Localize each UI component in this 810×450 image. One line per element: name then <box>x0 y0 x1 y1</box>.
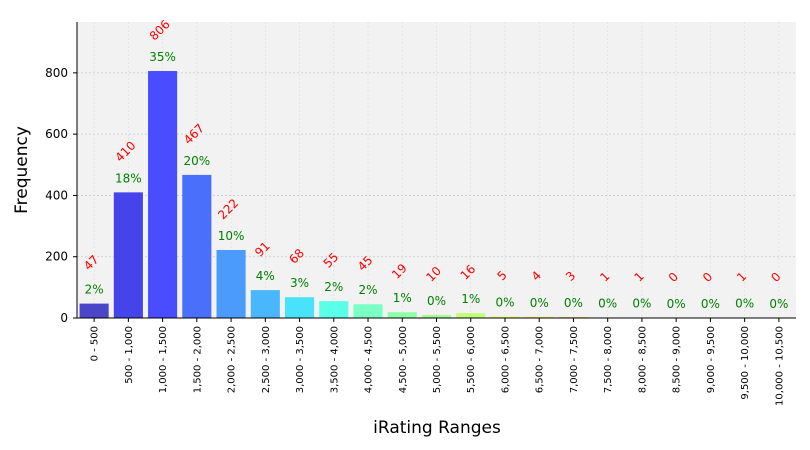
x-tick-label: 1,000 - 1,500 <box>158 326 169 393</box>
bar <box>113 192 143 318</box>
percent-label: 0% <box>701 297 720 311</box>
percent-label: 1% <box>393 291 412 305</box>
x-tick-label: 2,500 - 3,000 <box>261 326 272 393</box>
percent-labels: 2% 18% 35% 20% 10% 4% 3% 2% 2% 1% 0% 1% 0% 0% 0% 0% 0% 0%… <box>85 50 789 311</box>
percent-label: 4% <box>256 269 275 283</box>
bar <box>490 316 520 318</box>
percent-label: 2% <box>324 280 343 294</box>
percent-label: 18% <box>115 171 142 185</box>
percent-label: 0% <box>735 297 754 311</box>
x-tick-label: 6,500 - 7,000 <box>535 326 546 393</box>
y-axis-label: Frequency <box>12 126 32 214</box>
bar <box>250 290 280 318</box>
bar <box>148 71 178 318</box>
percent-label: 3% <box>290 276 309 290</box>
bar <box>387 312 417 318</box>
x-tick-label: 8,500 - 9,000 <box>672 326 683 393</box>
x-tick-label: 9,000 - 9,500 <box>706 326 717 393</box>
bar <box>456 313 486 318</box>
y-tick-label: 800 <box>45 66 68 80</box>
bar <box>421 314 452 318</box>
x-tick-label: 8,000 - 8,500 <box>637 326 648 393</box>
x-tick-label: 500 - 1,000 <box>124 326 135 384</box>
y-tick-label: 600 <box>45 127 68 141</box>
x-axis-ticks: 0 - 500 500 - 1,000 1,000 - 1,500 1,500 - 2… <box>90 318 785 406</box>
x-tick-label: 5,000 - 5,500 <box>432 326 443 393</box>
percent-label: 1% <box>461 292 480 306</box>
bar <box>319 301 349 318</box>
percent-label: 0% <box>632 297 651 311</box>
percent-label: 35% <box>149 50 176 64</box>
x-tick-label: 1,500 - 2,000 <box>192 326 203 393</box>
x-tick-label: 3,500 - 4,000 <box>329 326 340 393</box>
percent-label: 0% <box>530 296 549 310</box>
y-tick-label: 400 <box>45 188 68 202</box>
x-tick-label: 3,000 - 3,500 <box>295 326 306 393</box>
x-tick-label: 10,000 - 10,500 <box>774 326 785 406</box>
x-tick-label: 6,000 - 6,500 <box>500 326 511 393</box>
y-tick-label: 0 <box>60 311 68 325</box>
x-tick-label: 4,500 - 5,000 <box>398 326 409 393</box>
percent-label: 0% <box>564 296 583 310</box>
x-tick-label: 2,000 - 2,500 <box>227 326 238 393</box>
bars <box>79 71 760 318</box>
percent-label: 0% <box>667 297 686 311</box>
bar <box>353 304 383 318</box>
percent-label: 2% <box>359 283 378 297</box>
bar <box>182 174 212 318</box>
percent-label: 0% <box>769 297 788 311</box>
bar <box>284 297 315 318</box>
bar <box>79 303 109 318</box>
y-axis-ticks: 0 200 400 600 800 <box>45 66 77 325</box>
x-tick-label: 4,000 - 4,500 <box>364 326 375 393</box>
percent-label: 2% <box>85 283 104 297</box>
percent-label: 0% <box>495 295 514 309</box>
x-tick-label: 5,500 - 6,000 <box>466 326 477 393</box>
x-tick-label: 0 - 500 <box>90 326 101 361</box>
percent-label: 10% <box>218 229 245 243</box>
x-tick-label: 7,500 - 8,000 <box>603 326 614 393</box>
percent-label: 20% <box>183 154 210 168</box>
percent-label: 0% <box>427 294 446 308</box>
bar <box>216 249 246 318</box>
bar <box>524 316 554 318</box>
x-axis-label: iRating Ranges <box>373 418 501 438</box>
grid <box>77 22 796 318</box>
x-tick-label: 9,500 - 10,000 <box>740 326 751 400</box>
percent-label: 0% <box>598 297 617 311</box>
y-tick-label: 200 <box>45 250 68 264</box>
x-tick-label: 7,000 - 7,500 <box>569 326 580 393</box>
